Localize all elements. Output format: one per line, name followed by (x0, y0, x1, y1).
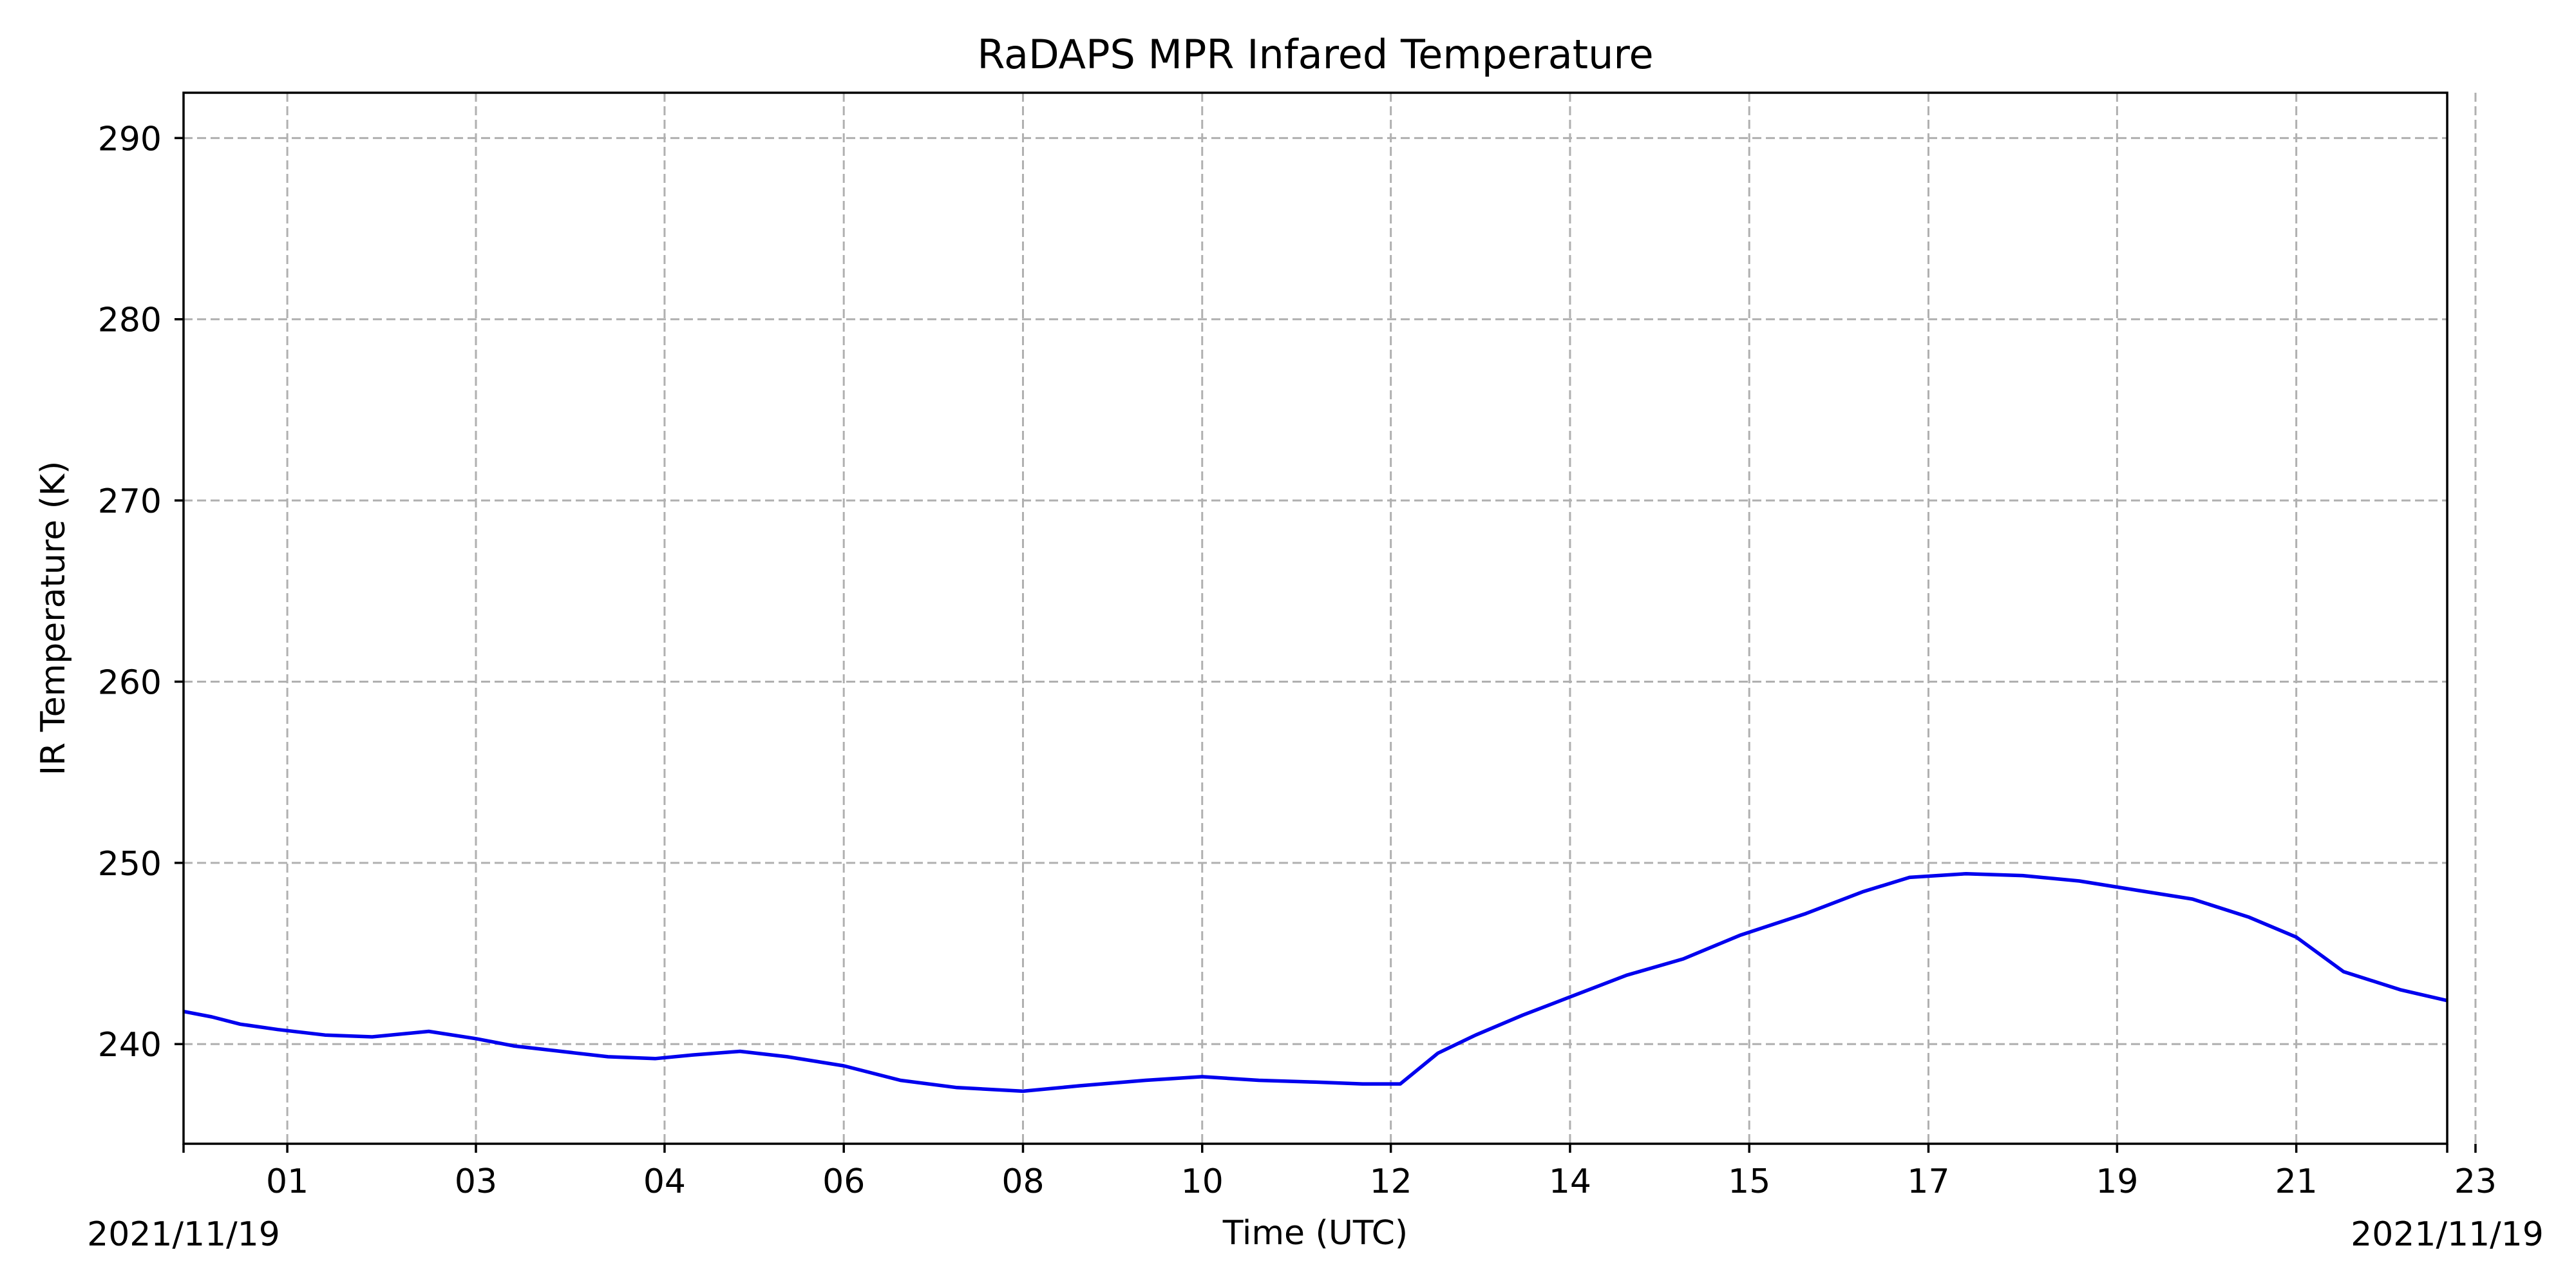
x-tick-label: 19 (2096, 1162, 2138, 1201)
x-tick-label: 23 (2454, 1162, 2497, 1201)
x-tick-label: 01 (266, 1162, 308, 1201)
series-line (184, 871, 2447, 1094)
x-tick-label: 12 (1370, 1162, 1412, 1201)
x-tick-label: 15 (1728, 1162, 1770, 1201)
x-tick-label: 08 (1001, 1162, 1044, 1201)
y-tick-label: 240 (98, 1026, 162, 1065)
x-date-label-start: 2021/11/19 (87, 1215, 280, 1254)
x-date-label-end: 2021/11/19 (2351, 1215, 2544, 1254)
y-axis-label: IR Temperature (K) (34, 461, 73, 776)
x-tick-label: 10 (1181, 1162, 1224, 1201)
y-tick-label: 250 (98, 845, 162, 884)
x-tick-label: 17 (1907, 1162, 1949, 1201)
x-tick-label: 03 (455, 1162, 497, 1201)
x-axis-label: Time (UTC) (1222, 1214, 1408, 1253)
y-tick-label: 270 (98, 482, 162, 521)
y-tick-label: 280 (98, 301, 162, 340)
x-tick-label: 14 (1549, 1162, 1591, 1201)
y-tick-label: 290 (98, 120, 162, 158)
ticks-group: 01 03 04 06 08 10 12 14 15 17 19 21 23 240 250 260 270 28… (98, 120, 2497, 1201)
x-tick-label: 21 (2275, 1162, 2318, 1201)
axes-frame (182, 91, 2448, 1145)
grid-lines (184, 93, 2477, 1144)
chart-title: RaDAPS MPR Infared Temperature (977, 31, 1653, 78)
series-group (184, 871, 2447, 1094)
y-tick-label: 260 (98, 663, 162, 702)
x-tick-label: 04 (643, 1162, 686, 1201)
x-tick-label: 06 (822, 1162, 865, 1201)
